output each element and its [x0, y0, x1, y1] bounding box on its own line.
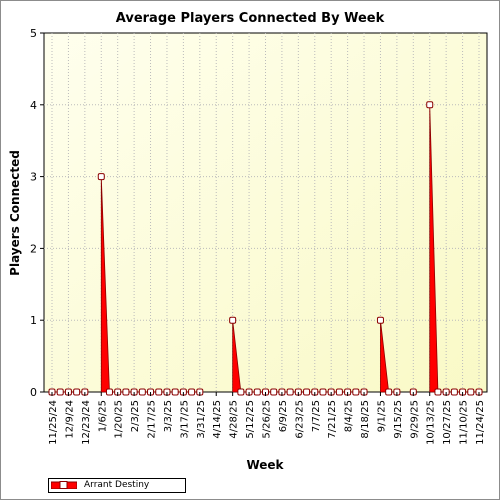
legend-label: Arrant Destiny [84, 480, 150, 490]
x-tick-label: 7/7/25 [311, 400, 322, 432]
y-tick-label: 5 [30, 27, 37, 40]
data-point-marker [352, 388, 360, 396]
x-tick-label: 5/26/25 [262, 400, 273, 439]
legend: Arrant Destiny [48, 478, 186, 493]
data-point-marker [303, 388, 311, 396]
data-point-marker [385, 388, 393, 396]
data-point-marker [122, 388, 130, 396]
x-tick-label: 12/23/24 [81, 400, 92, 445]
data-point-marker [237, 388, 245, 396]
y-axis-ticks: 0 1 2 3 4 5 [30, 27, 44, 399]
x-tick-label: 6/23/25 [294, 400, 305, 439]
data-point-marker [155, 388, 163, 396]
data-point-marker [253, 388, 261, 396]
x-axis-ticks: 11/25/24 12/9/24 12/23/24 1/6/25 1/20/25 2/3/… [48, 392, 486, 445]
x-tick-label: 3/17/25 [179, 400, 190, 439]
data-point-marker [286, 388, 294, 396]
x-tick-label: 6/9/25 [278, 400, 289, 432]
y-axis-label: Players Connected [8, 150, 22, 276]
data-point-marker [105, 388, 113, 396]
x-tick-label: 11/25/24 [48, 400, 59, 445]
legend-swatch-icon [51, 481, 77, 489]
x-tick-label: 3/3/25 [163, 400, 174, 432]
series-markers-layer [48, 101, 483, 396]
x-tick-label: 10/13/25 [426, 400, 437, 445]
x-tick-label: 8/4/25 [344, 400, 355, 432]
x-tick-label: 2/17/25 [147, 400, 158, 439]
x-tick-label: 11/10/25 [459, 400, 470, 445]
data-point-marker [188, 388, 196, 396]
data-point-marker [319, 388, 327, 396]
data-point-marker [270, 388, 278, 396]
x-tick-label: 8/18/25 [360, 400, 371, 439]
y-tick-label: 4 [30, 99, 37, 112]
x-axis-label: Week [246, 458, 284, 472]
y-tick-label: 1 [30, 314, 37, 327]
x-tick-label: 1/20/25 [114, 400, 125, 439]
x-tick-label: 11/24/25 [475, 400, 486, 445]
data-point-marker [56, 388, 64, 396]
x-tick-label: 9/15/25 [393, 400, 404, 439]
x-tick-label: 1/6/25 [97, 400, 108, 432]
data-point-marker [97, 173, 105, 181]
x-tick-label: 9/1/25 [376, 400, 387, 432]
plot-area [43, 32, 488, 393]
x-tick-label: 9/29/25 [409, 400, 420, 439]
x-tick-label: 12/9/24 [64, 400, 75, 439]
data-point-marker [434, 388, 442, 396]
x-tick-label: 2/3/25 [130, 400, 141, 432]
data-point-marker [73, 388, 81, 396]
y-tick-label: 0 [30, 386, 37, 399]
data-point-marker [467, 388, 475, 396]
data-point-marker [426, 101, 434, 109]
x-tick-label: 7/21/25 [327, 400, 338, 439]
data-point-marker [229, 316, 237, 324]
data-point-marker [450, 388, 458, 396]
data-point-marker [138, 388, 146, 396]
x-tick-label: 3/31/25 [196, 400, 207, 439]
grid-lines [44, 33, 487, 392]
x-tick-label: 4/14/25 [212, 400, 223, 439]
y-tick-label: 2 [30, 242, 37, 255]
chart-title: Average Players Connected By Week [116, 11, 385, 26]
x-tick-label: 4/28/25 [229, 400, 240, 439]
data-point-marker [335, 388, 343, 396]
x-tick-label: 10/27/25 [442, 400, 453, 445]
data-point-marker [171, 388, 179, 396]
y-tick-label: 3 [30, 171, 37, 184]
x-tick-label: 5/12/25 [245, 400, 256, 439]
data-point-marker [376, 316, 384, 324]
